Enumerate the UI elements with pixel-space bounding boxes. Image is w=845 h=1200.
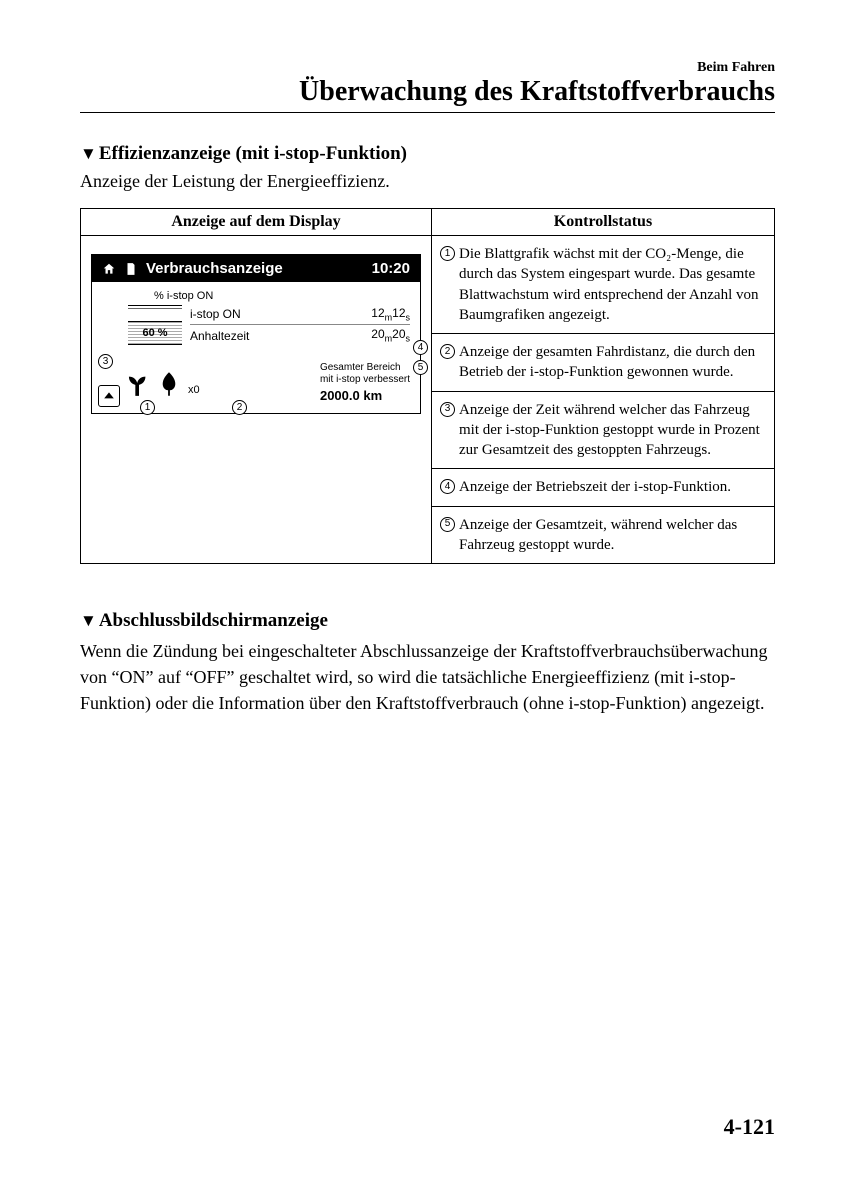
desc-text: Anzeige der Gesamtzeit, während welcher … (459, 515, 764, 556)
gauge-percent: 60 % (128, 321, 182, 344)
num-badge: 4 (440, 479, 455, 494)
triangle-marker-icon: ▼ (80, 611, 97, 630)
table-header-right: Kontrollstatus (432, 209, 775, 236)
table-row: 3 Anzeige der Zeit während welcher das Fa… (432, 391, 775, 469)
desc-text: Die Blattgrafik wächst mit der CO₂-Menge… (459, 244, 764, 325)
page-header: Beim Fahren Überwachung des Kraftstoffve… (80, 60, 775, 113)
pct-istop-label: % i-stop ON (154, 290, 410, 302)
num-badge: 3 (440, 402, 455, 417)
istop-gauge: 60 % (128, 305, 182, 345)
tree-icon (160, 372, 178, 396)
callout-3: 3 (98, 354, 113, 369)
range-label-1: Gesamter Bereich (320, 362, 410, 374)
num-badge: 2 (440, 344, 455, 359)
page-number: 4-121 (724, 1114, 775, 1140)
header-title: Überwachung des Kraftstoffverbrauchs (80, 76, 775, 108)
desc-text: Anzeige der Zeit während welcher das Fah… (459, 400, 764, 461)
callout-1: 1 (140, 400, 155, 415)
desc-text: Anzeige der gesamten Fahrdistanz, die du… (459, 342, 764, 383)
num-badge: 1 (440, 246, 455, 261)
table-row: 5 Anzeige der Gesamtzeit, während welcher… (432, 506, 775, 564)
display-titlebar: Verbrauchsanzeige 10:20 (92, 255, 420, 282)
display-title: Verbrauchsanzeige (146, 260, 283, 277)
num-badge: 5 (440, 517, 455, 532)
section-heading-efficiency: ▼Effizienzanzeige (mit i-stop-Funktion) (80, 143, 775, 165)
stop-time-label: Anhaltezeit (190, 329, 249, 343)
table-row: 2 Anzeige der gesamten Fahrdistanz, die d… (432, 334, 775, 392)
tree-count: x0 (188, 384, 200, 396)
eco-icons: x0 (128, 370, 200, 396)
display-mock-cell: Verbrauchsanzeige 10:20 % i-stop ON 60 % (81, 236, 432, 564)
vehicle-display-mock: Verbrauchsanzeige 10:20 % i-stop ON 60 % (91, 254, 421, 414)
stop-time-value: 20m20s (371, 327, 410, 343)
section-heading-closing: ▼Abschlussbildschirmanzeige (80, 610, 775, 632)
section-heading-text: Effizienzanzeige (mit i-stop-Funktion) (99, 143, 407, 164)
table-row: 4 Anzeige der Betriebszeit der i-stop-Fun… (432, 469, 775, 506)
callout-5: 5 (413, 360, 428, 375)
callout-2: 2 (232, 400, 247, 415)
display-description-table: Anzeige auf dem Display Kontrollstatus V… (80, 208, 775, 564)
header-chapter: Beim Fahren (80, 60, 775, 76)
home-icon (102, 262, 116, 276)
istop-on-value: 12m12s (371, 306, 410, 322)
desc-text: Anzeige der Betriebszeit der i-stop-Funk… (459, 477, 731, 497)
doc-icon (124, 262, 138, 276)
callout-4: 4 (413, 340, 428, 355)
closing-screen-body: Wenn die Zündung bei eingeschalteter Abs… (80, 638, 775, 716)
table-header-left: Anzeige auf dem Display (81, 209, 432, 236)
sprout-icon (128, 370, 150, 396)
section-heading-text: Abschlussbildschirmanzeige (99, 610, 328, 631)
triangle-marker-icon: ▼ (80, 144, 97, 163)
range-block: Gesamter Bereich mit i-stop verbessert 2… (320, 362, 410, 404)
display-clock: 10:20 (372, 260, 410, 277)
section-intro: Anzeige der Leistung der Energieeffizien… (80, 171, 775, 192)
range-value: 2000.0 km (320, 388, 410, 404)
istop-on-label: i-stop ON (190, 307, 241, 321)
up-button-icon (98, 385, 120, 407)
range-label-2: mit i-stop verbessert (320, 374, 410, 386)
table-row: 1 Die Blattgrafik wächst mit der CO₂-Meng… (432, 236, 775, 334)
